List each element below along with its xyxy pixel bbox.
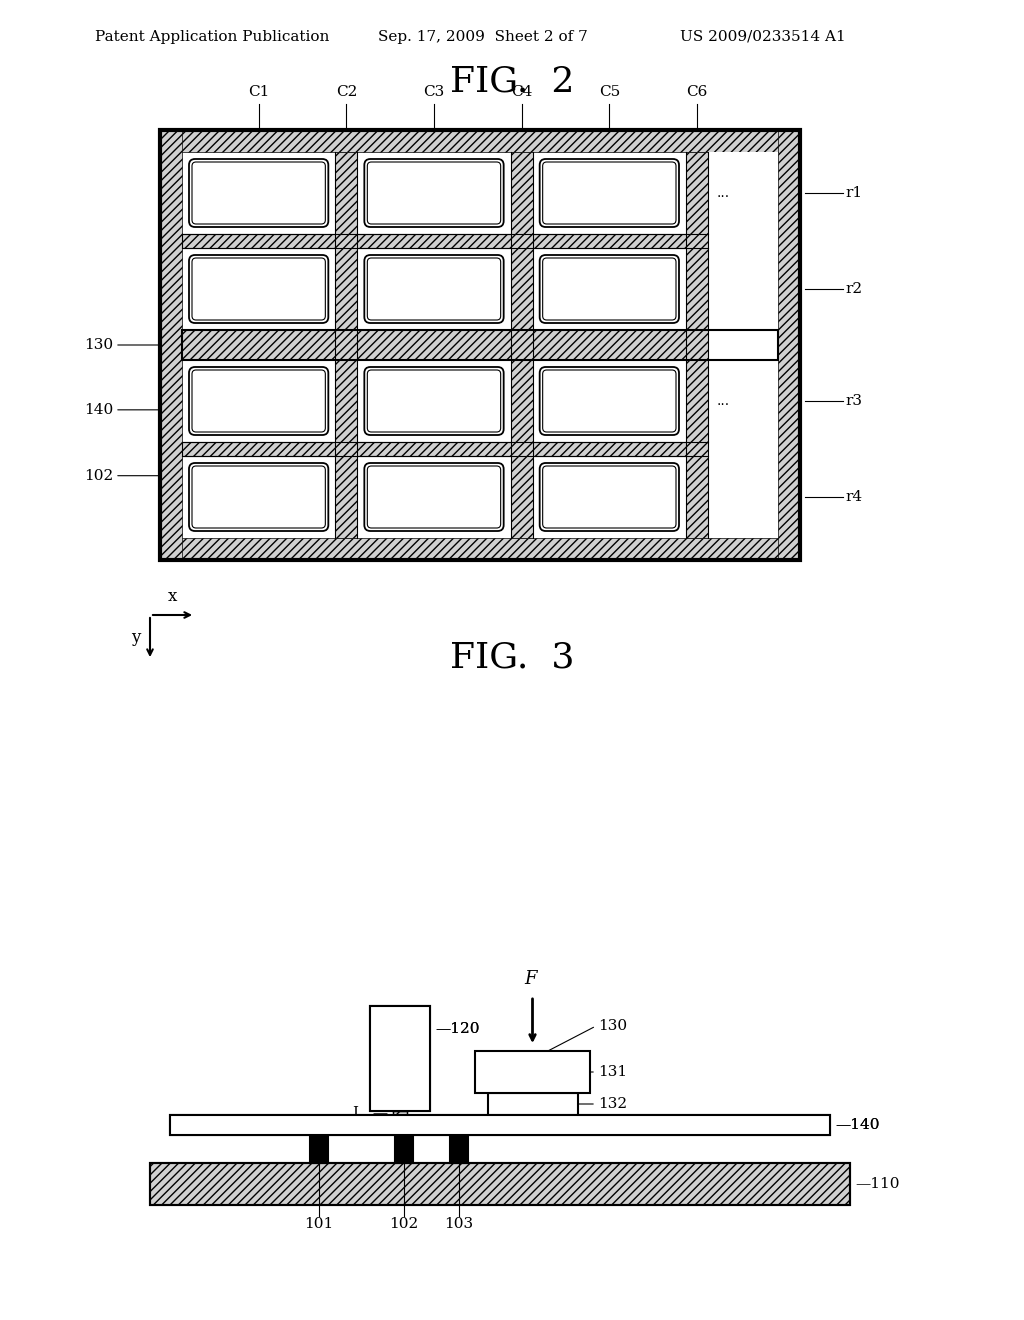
Bar	[370, 1006, 430, 1111]
Text: 102: 102	[389, 1217, 419, 1232]
Text: FIG.  3: FIG. 3	[450, 640, 574, 675]
Text: US 2009/0233514 A1: US 2009/0233514 A1	[680, 30, 846, 44]
Bar	[450, 1135, 468, 1163]
Bar	[160, 539, 800, 560]
Bar	[160, 129, 182, 560]
Text: —120: —120	[435, 1022, 479, 1036]
Bar	[335, 152, 357, 539]
Bar	[370, 1006, 430, 1111]
Text: —110: —110	[855, 1177, 899, 1191]
FancyBboxPatch shape	[540, 255, 679, 323]
Text: r1: r1	[845, 186, 862, 201]
Text: r3: r3	[845, 393, 862, 408]
Text: C6: C6	[686, 84, 708, 99]
Text: 130: 130	[598, 1019, 627, 1034]
Text: 102: 102	[84, 469, 113, 483]
Text: r4: r4	[845, 490, 862, 504]
FancyBboxPatch shape	[540, 158, 679, 227]
Text: 130: 130	[84, 338, 113, 352]
Bar	[393, 1111, 407, 1115]
Text: 132: 132	[598, 1097, 627, 1111]
Bar	[310, 1135, 328, 1163]
FancyBboxPatch shape	[365, 463, 504, 531]
Text: C3: C3	[423, 84, 444, 99]
Bar	[395, 1135, 413, 1163]
Bar	[170, 1115, 830, 1135]
Bar	[182, 234, 708, 248]
FancyBboxPatch shape	[193, 257, 326, 319]
Text: —140: —140	[835, 1118, 880, 1133]
FancyBboxPatch shape	[189, 255, 329, 323]
Text: C5: C5	[599, 84, 620, 99]
Bar	[182, 330, 778, 360]
Bar	[150, 1163, 850, 1205]
Bar	[475, 1051, 590, 1093]
Text: C2: C2	[336, 84, 357, 99]
Bar	[708, 152, 778, 539]
FancyBboxPatch shape	[365, 158, 504, 227]
Bar	[487, 1093, 578, 1115]
FancyBboxPatch shape	[365, 367, 504, 436]
FancyBboxPatch shape	[189, 158, 329, 227]
Text: 131: 131	[598, 1065, 627, 1078]
Bar	[511, 152, 532, 539]
Text: y: y	[131, 628, 140, 645]
Text: FIG.  2: FIG. 2	[450, 65, 574, 99]
FancyBboxPatch shape	[540, 463, 679, 531]
FancyBboxPatch shape	[189, 367, 329, 436]
Text: r2: r2	[845, 282, 862, 296]
FancyBboxPatch shape	[543, 370, 676, 432]
FancyBboxPatch shape	[368, 466, 501, 528]
FancyBboxPatch shape	[368, 162, 501, 224]
FancyBboxPatch shape	[543, 162, 676, 224]
FancyBboxPatch shape	[193, 466, 326, 528]
Bar	[170, 1115, 830, 1135]
FancyBboxPatch shape	[543, 257, 676, 319]
Bar	[182, 442, 708, 455]
FancyBboxPatch shape	[368, 257, 501, 319]
Text: 140: 140	[84, 403, 113, 417]
Text: 103: 103	[444, 1217, 473, 1232]
Text: C1: C1	[248, 84, 269, 99]
FancyBboxPatch shape	[193, 370, 326, 432]
Text: —120: —120	[435, 1022, 479, 1036]
Bar	[150, 1163, 850, 1205]
FancyBboxPatch shape	[543, 466, 676, 528]
Text: 101: 101	[304, 1217, 334, 1232]
Bar	[778, 129, 800, 560]
Text: ...: ...	[716, 393, 729, 408]
FancyBboxPatch shape	[365, 255, 504, 323]
Text: F: F	[524, 970, 537, 987]
Bar	[160, 129, 800, 560]
Text: ...: ...	[716, 186, 729, 201]
Bar	[686, 152, 708, 539]
Text: C4: C4	[511, 84, 532, 99]
FancyBboxPatch shape	[193, 162, 326, 224]
Text: —140: —140	[835, 1118, 880, 1133]
Text: x: x	[167, 587, 177, 605]
Text: Sep. 17, 2009  Sheet 2 of 7: Sep. 17, 2009 Sheet 2 of 7	[378, 30, 588, 44]
Bar	[182, 330, 778, 360]
FancyBboxPatch shape	[189, 463, 329, 531]
Text: Patent Application Publication: Patent Application Publication	[95, 30, 330, 44]
Bar	[160, 129, 800, 152]
FancyBboxPatch shape	[540, 367, 679, 436]
FancyBboxPatch shape	[368, 370, 501, 432]
Text: L  —: L —	[353, 1106, 388, 1119]
